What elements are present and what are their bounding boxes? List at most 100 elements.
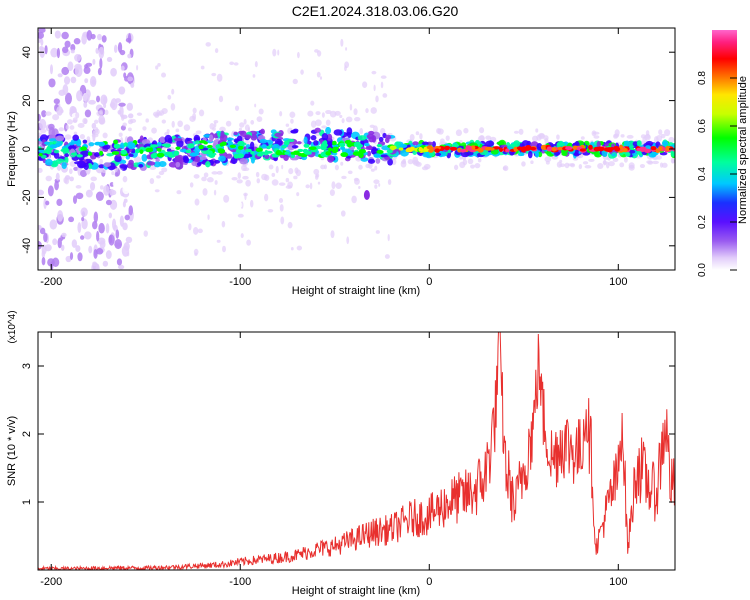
spectrogram-blob: [670, 150, 675, 157]
spectrogram-blob: [99, 158, 104, 165]
spectrogram-blob: [300, 69, 304, 75]
spectrogram-blob: [96, 230, 100, 242]
spectrogram-marks: [38, 28, 675, 270]
spectrogram-blob: [358, 164, 363, 170]
spectrogram-blob: [355, 189, 360, 195]
spectrogram-blob: [268, 164, 274, 170]
spectrogram-blob: [313, 168, 320, 175]
spectrogram-blob: [214, 48, 219, 54]
spectrogram-core: [173, 150, 180, 156]
spectrogram-blob: [275, 165, 279, 174]
spectrogram-blob: [374, 165, 378, 171]
spectrogram-core: [434, 148, 440, 153]
spectrogram-blob: [316, 71, 321, 78]
spectrogram-core: [551, 147, 557, 152]
spectrogram-blob: [82, 93, 90, 103]
spectrogram-blob: [136, 112, 143, 116]
spectrogram-blob: [61, 46, 69, 54]
spectrogram-blob: [281, 164, 284, 170]
spectrogram-blob: [205, 42, 211, 47]
spectrogram-blob: [214, 180, 218, 185]
spectrogram-blob: [192, 113, 197, 121]
spectrogram-core: [340, 152, 349, 158]
spectrogram-x-tick-label: 0: [426, 276, 432, 288]
spectrogram-blob: [126, 102, 134, 111]
spectrogram-blob: [127, 113, 134, 119]
spectrogram-blob: [382, 93, 388, 98]
spectrogram-blob: [161, 194, 167, 202]
spectrogram-blob: [530, 160, 534, 165]
spectrogram-blob: [421, 141, 429, 146]
spectrogram-blob: [319, 139, 324, 143]
spectrogram-blob: [334, 110, 341, 116]
spectrogram-blob: [479, 135, 485, 141]
spectrogram-y-tick-label: 0: [21, 146, 33, 152]
spectrogram-blob: [402, 158, 406, 164]
spectrogram-core: [157, 147, 162, 152]
spectrogram-blob: [314, 119, 322, 127]
spectrogram-blob: [246, 239, 251, 246]
spectrogram-blob: [73, 131, 78, 135]
spectrogram-core: [588, 144, 593, 150]
spectrogram-blob: [196, 162, 202, 166]
spectrogram-blob: [72, 117, 78, 123]
spectrogram-blob: [263, 174, 270, 181]
spectrogram-blob: [109, 76, 115, 83]
spectrogram-blob: [155, 65, 159, 70]
spectrogram-blob: [39, 118, 47, 130]
spectrogram-x-tick-label: 100: [609, 276, 627, 288]
spectrogram-blob: [102, 132, 108, 139]
spectrogram-blob: [375, 239, 379, 244]
spectrogram-blob: [86, 30, 93, 41]
spectrogram-blob: [370, 107, 377, 114]
spectrogram-blob: [354, 117, 361, 122]
spectrogram-blob: [120, 65, 125, 71]
spectrogram-blob: [76, 90, 83, 102]
spectrogram-core: [459, 148, 467, 153]
spectrogram-blob: [98, 222, 105, 234]
spectrogram-blob: [602, 160, 607, 165]
spectrogram-blob: [380, 75, 387, 79]
spectrogram-blob: [320, 164, 326, 170]
spectrogram-blob: [290, 247, 294, 251]
spectrogram-core: [290, 153, 296, 159]
spectrogram-blob: [130, 82, 135, 88]
spectrogram-blob: [317, 181, 321, 185]
spectrogram-blob: [39, 227, 46, 235]
spectrogram-blob: [556, 134, 560, 140]
spectrogram-blob: [324, 226, 327, 231]
spectrogram-blob: [249, 199, 254, 208]
spectrogram-blob: [412, 141, 419, 146]
spectrogram-blob: [108, 212, 113, 219]
spectrogram-blob: [315, 111, 321, 116]
spectrogram-blob: [535, 128, 539, 133]
spectrogram-blob: [151, 127, 157, 134]
spectrogram-blob: [244, 139, 251, 144]
spectrogram-blob: [373, 84, 376, 92]
spectrogram-core: [353, 141, 362, 148]
spectrogram-blob: [353, 108, 358, 116]
spectrogram-blob: [545, 160, 550, 165]
spectrogram-blob: [84, 109, 92, 118]
spectrogram-core: [266, 145, 271, 150]
spectrogram-blob: [351, 243, 358, 251]
spectrogram-blob: [106, 152, 114, 157]
spectrogram-blob: [250, 156, 255, 164]
spectrogram-blob: [124, 214, 130, 221]
spectrogram-blob: [341, 175, 347, 180]
spectrogram-blob: [92, 58, 96, 65]
spectrogram-blob: [267, 209, 274, 213]
spectrogram-blob: [258, 108, 264, 115]
spectrogram-blob: [310, 135, 317, 141]
spectrogram-blob: [233, 62, 239, 66]
spectrogram-blob: [176, 190, 182, 195]
spectrogram-blob: [194, 140, 201, 145]
spectrogram-core: [303, 143, 310, 148]
spectrogram-core: [386, 149, 393, 154]
spectrogram-blob: [45, 111, 52, 116]
spectrogram-blob: [314, 174, 319, 180]
spectrogram-blob: [369, 124, 375, 128]
spectrogram-blob: [54, 180, 59, 191]
spectrogram-blob: [244, 124, 250, 132]
